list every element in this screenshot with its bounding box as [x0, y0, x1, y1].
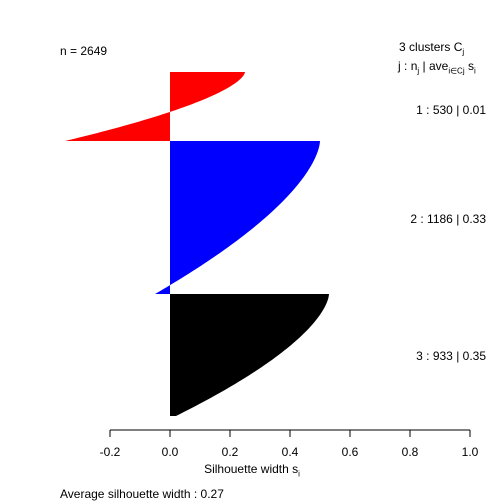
x-tick-label: 0.0	[162, 445, 179, 459]
x-tick-label: 0.8	[402, 445, 419, 459]
x-tick-label: 0.4	[282, 445, 299, 459]
cluster-1-silhouette-bar	[65, 72, 245, 141]
cluster-1-label: 1 : 530 | 0.01	[416, 103, 486, 117]
legend-ave-sub: i∈Cj	[448, 66, 465, 76]
average-silhouette: Average silhouette width : 0.27	[60, 487, 224, 501]
x-axis-title-sub: i	[298, 469, 300, 479]
x-axis: -0.2 0.0 0.2 0.4 0.6 0.8 1.0	[100, 429, 479, 459]
x-tick-label: 0.6	[342, 445, 359, 459]
x-axis-title-text: Silhouette width s	[204, 462, 299, 476]
x-tick-label: -0.2	[100, 445, 121, 459]
average-silhouette-label: Average silhouette width :	[60, 487, 198, 501]
legend-header: j : nj | avei∈Cj si	[398, 59, 476, 78]
legend-n: n	[410, 59, 418, 73]
legend-n-sub: j	[417, 66, 420, 76]
average-silhouette-value: 0.27	[200, 487, 224, 501]
cluster-3-label: 3 : 933 | 0.35	[416, 349, 486, 363]
cluster-bars	[65, 72, 329, 416]
x-axis-title: Silhouette width si	[0, 462, 504, 481]
clusters-count: 3	[399, 40, 406, 54]
cluster-2-label: 2 : 1186 | 0.33	[410, 212, 486, 226]
cluster-2-silhouette-bar	[155, 141, 320, 294]
legend-ave: | ave	[422, 59, 449, 73]
legend-s: s	[467, 59, 474, 73]
legend-j: j :	[398, 59, 408, 73]
legend-title: 3 clusters Cj	[399, 40, 464, 59]
clusters-symbol: C	[453, 40, 463, 54]
n-label: n = 2649	[60, 44, 108, 58]
clusters-word: clusters	[409, 40, 451, 54]
clusters-sub: j	[462, 47, 465, 57]
x-tick-label: 1.0	[462, 445, 479, 459]
cluster-3-silhouette-bar	[170, 294, 329, 416]
legend-s-sub: i	[473, 66, 476, 76]
x-tick-label: 0.2	[222, 445, 239, 459]
